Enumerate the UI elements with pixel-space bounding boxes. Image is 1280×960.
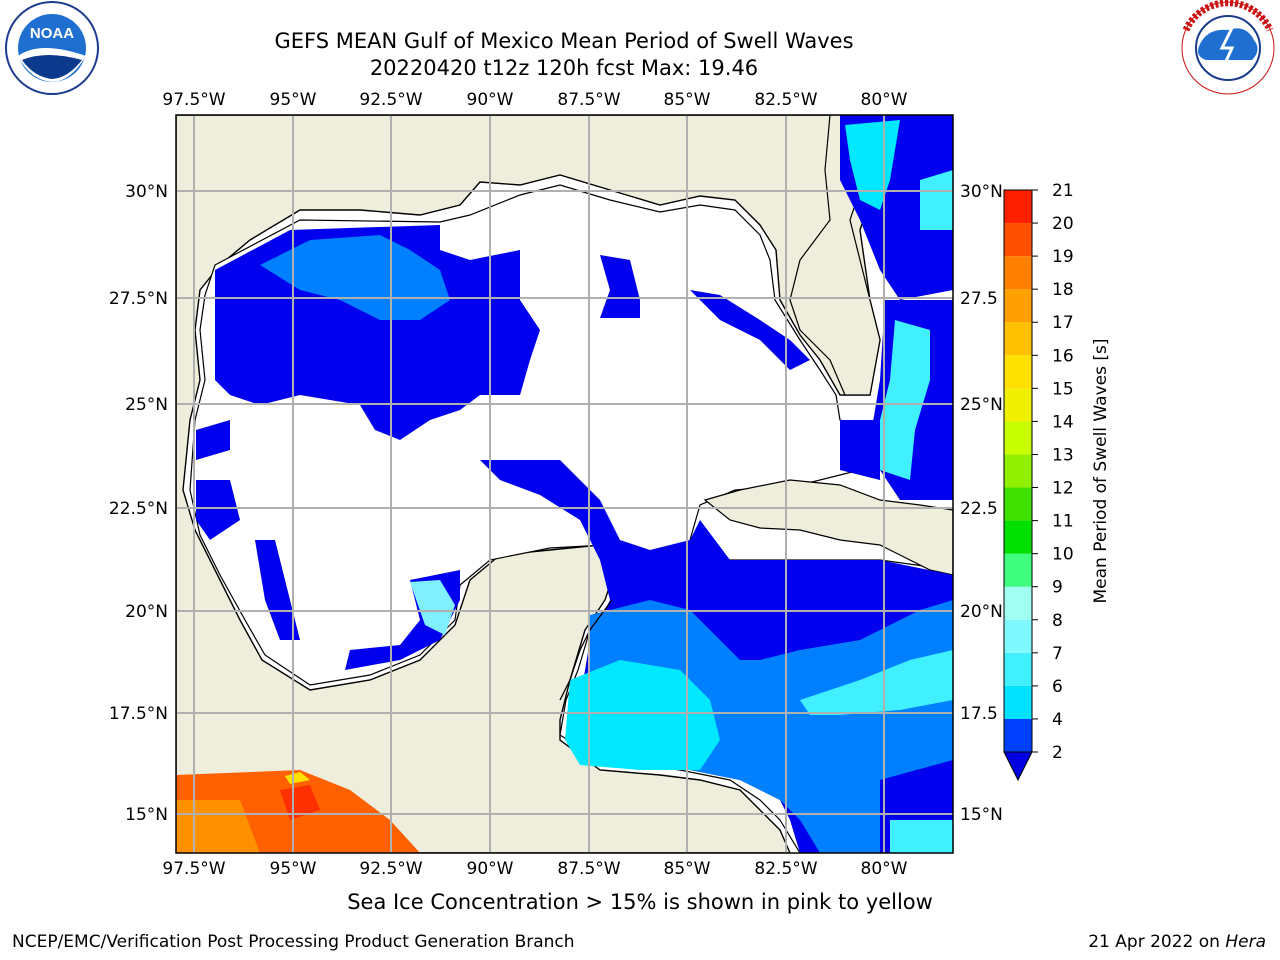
gridlines (176, 115, 953, 853)
noaa-logo: NOAA (5, 1, 99, 95)
colorbar-tick-label: 7 (1052, 644, 1063, 664)
colorbar-segment (1004, 223, 1032, 257)
lat-tick-left: 15°N (125, 805, 168, 825)
noaa-logo-text: NOAA (30, 25, 74, 42)
colorbar-tick-label: 10 (1052, 545, 1074, 565)
lat-tick-right: 15°N (960, 805, 1003, 825)
lon-tick-bottom: 92.5°W (359, 859, 422, 879)
lon-tick-bottom: 95°W (270, 859, 317, 879)
lat-tick-right: 20°N (960, 602, 1003, 622)
colorbar-segment (1004, 355, 1032, 389)
colorbar-segment (1004, 718, 1032, 752)
lon-tick-bottom: 85°W (664, 859, 711, 879)
lon-ticks-top: 97.5°W 95°W 92.5°W 90°W 87.5°W 85°W 82.5… (162, 90, 907, 110)
colorbar-tick-label: 13 (1052, 445, 1074, 465)
lat-tick-right: 30°N (960, 182, 1003, 202)
colorbar-tick-label: 12 (1052, 479, 1074, 499)
sea-ice-note: Sea Ice Concentration > 15% is shown in … (347, 890, 933, 914)
lon-tick-bottom: 82.5°W (754, 859, 817, 879)
lon-tick-bottom: 97.5°W (162, 859, 225, 879)
producer-credit: NCEP/EMC/Verification Post Processing Pr… (12, 932, 575, 952)
colorbar-tick-label: 2 (1052, 743, 1063, 763)
colorbar-tick-label: 15 (1052, 379, 1074, 399)
colorbar-segment (1004, 256, 1032, 290)
lon-tick-top: 90°W (467, 90, 514, 110)
lon-tick-top: 80°W (861, 90, 908, 110)
run-date-credit: 21 Apr 2022 on Hera (1088, 932, 1266, 952)
swell-field (176, 115, 953, 853)
lon-tick-top: 92.5°W (359, 90, 422, 110)
colorbar-tick-label: 11 (1052, 512, 1074, 532)
map-panel (176, 115, 953, 853)
lat-tick-right: 17.5 (960, 704, 998, 724)
colorbar-tick-label: 6 (1052, 677, 1063, 697)
colorbar-segment (1004, 652, 1032, 686)
colorbar-tick-label: 4 (1052, 710, 1063, 730)
colorbar-segment (1004, 586, 1032, 620)
colorbar-tick-label: 17 (1052, 313, 1074, 333)
lat-tick-left: 22.5°N (109, 499, 168, 519)
colorbar-tick-label: 18 (1052, 280, 1074, 300)
map-frame (175, 114, 954, 854)
colorbar-extend-arrow (1003, 751, 1033, 782)
lat-tick-right: 25°N (960, 395, 1003, 415)
lat-tick-left: 25°N (125, 395, 168, 415)
lon-tick-top: 82.5°W (754, 90, 817, 110)
colorbar-tick-label: 9 (1052, 578, 1063, 598)
colorbar-segment (1004, 553, 1032, 587)
colorbar-segment (1004, 289, 1032, 323)
chart-title: GEFS MEAN Gulf of Mexico Mean Period of … (274, 29, 854, 53)
colorbar-segment (1004, 190, 1032, 224)
colorbar-segment (1004, 487, 1032, 521)
lon-tick-bottom: 90°W (467, 859, 514, 879)
colorbar-tick-label: 20 (1052, 214, 1074, 234)
colorbar: 2 4 6 7 8 9 10 11 12 13 14 15 16 17 18 19 20 21 (1003, 181, 1074, 782)
chart-subtitle: 20220420 t12z 120h fcst Max: 19.46 (369, 56, 759, 80)
lon-tick-top: 95°W (270, 90, 317, 110)
lon-ticks-bottom: 97.5°W 95°W 92.5°W 90°W 87.5°W 85°W 82.5… (162, 859, 907, 879)
colorbar-segment (1004, 421, 1032, 455)
lat-tick-left: 27.5°N (109, 289, 168, 309)
colorbar-tick-label: 14 (1052, 412, 1074, 432)
colorbar-segment (1004, 685, 1032, 719)
colorbar-frame (1003, 189, 1033, 753)
host-name: Hera (1225, 932, 1266, 952)
lat-tick-left: 30°N (125, 182, 168, 202)
colorbar-tick-label: 16 (1052, 346, 1074, 366)
colorbar-segment (1004, 454, 1032, 488)
land-cuba (703, 479, 953, 576)
colorbar-tick-label: 21 (1052, 181, 1074, 201)
colorbar-segment (1004, 388, 1032, 422)
lon-tick-top: 97.5°W (162, 90, 225, 110)
lat-tick-right: 27.5 (960, 289, 998, 309)
lon-tick-top: 87.5°W (557, 90, 620, 110)
nws-logo (1181, 0, 1275, 95)
colorbar-segment (1004, 619, 1032, 653)
colorbar-segment (1004, 520, 1032, 554)
lat-tick-left: 20°N (125, 602, 168, 622)
lon-tick-top: 85°W (664, 90, 711, 110)
colorbar-tick-label: 8 (1052, 611, 1063, 631)
lat-tick-right: 22.5 (960, 499, 998, 519)
run-date: 21 Apr 2022 on (1088, 932, 1220, 952)
colorbar-label: Mean Period of Swell Waves [s] (1091, 339, 1111, 604)
lon-tick-bottom: 87.5°W (557, 859, 620, 879)
lat-ticks-right: 30°N 27.5 25°N 22.5 20°N 17.5 15°N (960, 182, 1003, 825)
lat-ticks-left: 30°N 27.5°N 25°N 22.5°N 20°N 17.5°N 15°N (109, 182, 168, 825)
lon-tick-bottom: 80°W (861, 859, 908, 879)
colorbar-segment (1004, 322, 1032, 356)
lat-tick-left: 17.5°N (109, 704, 168, 724)
colorbar-tick-label: 19 (1052, 247, 1074, 267)
